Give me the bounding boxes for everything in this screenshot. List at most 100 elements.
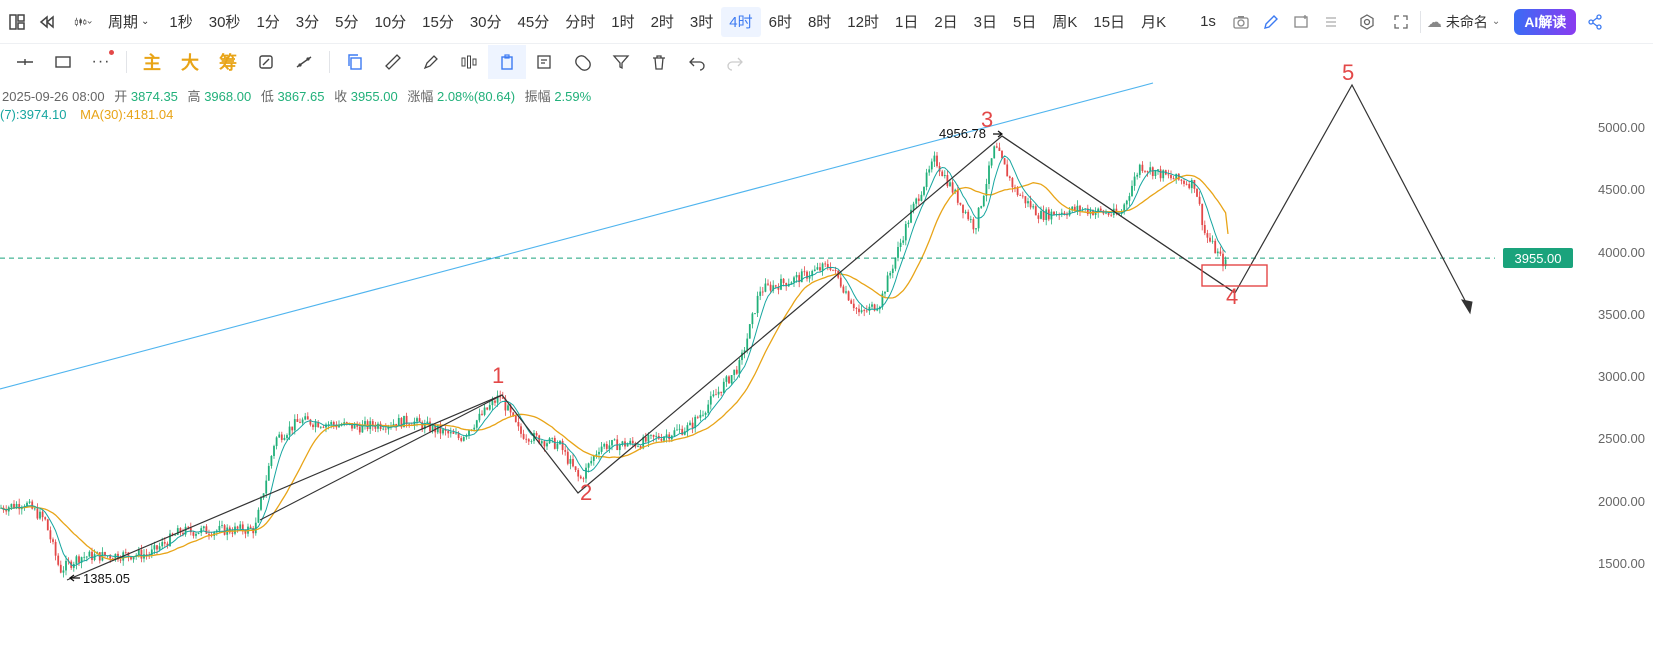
toolbar-divider xyxy=(329,51,330,73)
candle-body xyxy=(660,438,663,441)
candle-body xyxy=(1118,213,1120,215)
candle-body xyxy=(88,551,91,557)
candle-body xyxy=(884,291,886,294)
period-button-22[interactable]: 15日 xyxy=(1093,14,1126,31)
candle-body xyxy=(933,155,936,162)
candle-body xyxy=(816,267,819,270)
fullscreen-icon[interactable] xyxy=(1388,9,1414,35)
period-button-10[interactable]: 1时 xyxy=(611,14,635,31)
undo-icon[interactable] xyxy=(678,45,716,79)
refresh-edit-icon[interactable] xyxy=(247,45,285,79)
period-button-7[interactable]: 30分 xyxy=(469,14,502,31)
candle-body xyxy=(691,422,694,429)
period-button-5[interactable]: 10分 xyxy=(374,14,407,31)
period-button-0[interactable]: 1秒 xyxy=(169,14,193,31)
period-button-11[interactable]: 2时 xyxy=(650,14,674,31)
candle-body xyxy=(231,532,234,534)
more-tools-icon[interactable]: ··· xyxy=(82,45,120,79)
period-button-21[interactable]: 周K xyxy=(1052,14,1078,31)
price-axis-label: 3000.00 xyxy=(1598,369,1645,385)
ai-interpret-button[interactable]: AI解读 xyxy=(1514,8,1577,35)
candle-body xyxy=(496,395,499,403)
candle-compare-icon[interactable] xyxy=(450,45,488,79)
redo-icon[interactable] xyxy=(716,45,754,79)
list-icon[interactable] xyxy=(1318,9,1344,35)
main-indicator-button[interactable]: 主 xyxy=(143,53,161,73)
wave-label-2: 2 xyxy=(580,480,593,505)
period-button-19[interactable]: 3日 xyxy=(973,14,998,31)
period-button-23[interactable]: 月K xyxy=(1141,14,1167,31)
settings-icon[interactable] xyxy=(1354,9,1380,35)
candle-body xyxy=(52,539,54,542)
candle-body xyxy=(91,551,93,560)
brush-icon[interactable] xyxy=(412,45,450,79)
candle-body xyxy=(813,269,816,271)
candle-body xyxy=(317,421,320,428)
candle-body xyxy=(291,426,294,431)
screen-add-icon[interactable] xyxy=(1288,9,1314,35)
trash-icon[interactable] xyxy=(640,45,678,79)
period-dropdown[interactable]: 周期 ⌄ xyxy=(102,11,155,32)
high-arrow-icon xyxy=(993,130,1003,138)
period-button-2[interactable]: 1分 xyxy=(256,14,280,31)
rectangle-tool-icon[interactable] xyxy=(44,45,82,79)
candle-body xyxy=(475,420,478,428)
chip-distribution-button[interactable]: 筹 xyxy=(219,53,237,73)
candle-body xyxy=(374,426,377,429)
horizontal-line-tool-icon[interactable] xyxy=(6,45,44,79)
period-button-20[interactable]: 5日 xyxy=(1013,14,1037,31)
candle-body xyxy=(761,291,764,293)
candle-body xyxy=(462,437,465,441)
candle-body xyxy=(509,405,512,413)
period-button-8[interactable]: 45分 xyxy=(517,14,550,31)
candle-body xyxy=(5,510,8,512)
last-price-tag: 3955.00 xyxy=(1503,248,1573,269)
period-button-12[interactable]: 3时 xyxy=(689,14,714,31)
period-button-4[interactable]: 5分 xyxy=(335,14,359,31)
candle-body xyxy=(1136,174,1139,177)
note-edit-icon[interactable] xyxy=(526,45,564,79)
period-button-3[interactable]: 3分 xyxy=(295,14,320,31)
period-button-14[interactable]: 6时 xyxy=(768,14,792,31)
candle-body xyxy=(397,418,400,427)
period-button-9[interactable]: 分时 xyxy=(565,14,596,31)
clipboard-icon[interactable] xyxy=(488,45,526,79)
period-button-6[interactable]: 15分 xyxy=(422,14,454,31)
camera-icon[interactable] xyxy=(1228,9,1254,35)
candle-body xyxy=(62,570,65,573)
period-button-18[interactable]: 2日 xyxy=(934,14,958,31)
candle-body xyxy=(1133,176,1136,186)
ruler-icon[interactable] xyxy=(374,45,412,79)
pen-icon[interactable] xyxy=(1258,9,1284,35)
period-button-15[interactable]: 8时 xyxy=(807,14,832,31)
period-button-17[interactable]: 1日 xyxy=(894,14,919,31)
big-order-button[interactable]: 大 xyxy=(181,53,199,73)
document-name-dropdown[interactable]: ☁ 未命名 ⌄ xyxy=(1427,12,1500,32)
share-icon[interactable] xyxy=(1582,9,1608,35)
candle-body xyxy=(967,211,970,220)
period-button-16[interactable]: 12时 xyxy=(847,14,879,31)
ohlc-info: 2025-09-26 08:00 开 3874.35 高 3968.00 低 3… xyxy=(2,86,591,105)
copy-icon[interactable] xyxy=(336,45,374,79)
candle-body xyxy=(80,557,83,563)
speed-button[interactable]: 1s xyxy=(1200,13,1216,30)
period-button-13[interactable]: 4时 xyxy=(721,6,761,37)
candle-body xyxy=(834,270,837,272)
period-button-1[interactable]: 30秒 xyxy=(208,14,241,31)
candle-type-icon[interactable] xyxy=(64,9,102,35)
layout-grid-icon[interactable] xyxy=(4,9,30,35)
price-axis[interactable]: 5000.00 4500.00 4000.00 3500.00 3000.00 2500.… xyxy=(1495,80,1653,645)
candle-body xyxy=(1219,251,1222,254)
trend-tool-icon[interactable] xyxy=(285,45,323,79)
candle-body xyxy=(156,545,158,550)
candle-body xyxy=(855,308,858,309)
candle-body xyxy=(1068,210,1071,216)
candle-body xyxy=(1016,187,1019,196)
candle-body xyxy=(998,147,1001,152)
rewind-icon[interactable] xyxy=(34,9,60,35)
candle-body xyxy=(964,211,967,213)
filter-icon[interactable] xyxy=(602,45,640,79)
magnet-icon[interactable] xyxy=(564,45,602,79)
candle-body xyxy=(1159,169,1162,179)
candlestick-chart[interactable] xyxy=(0,80,1495,645)
